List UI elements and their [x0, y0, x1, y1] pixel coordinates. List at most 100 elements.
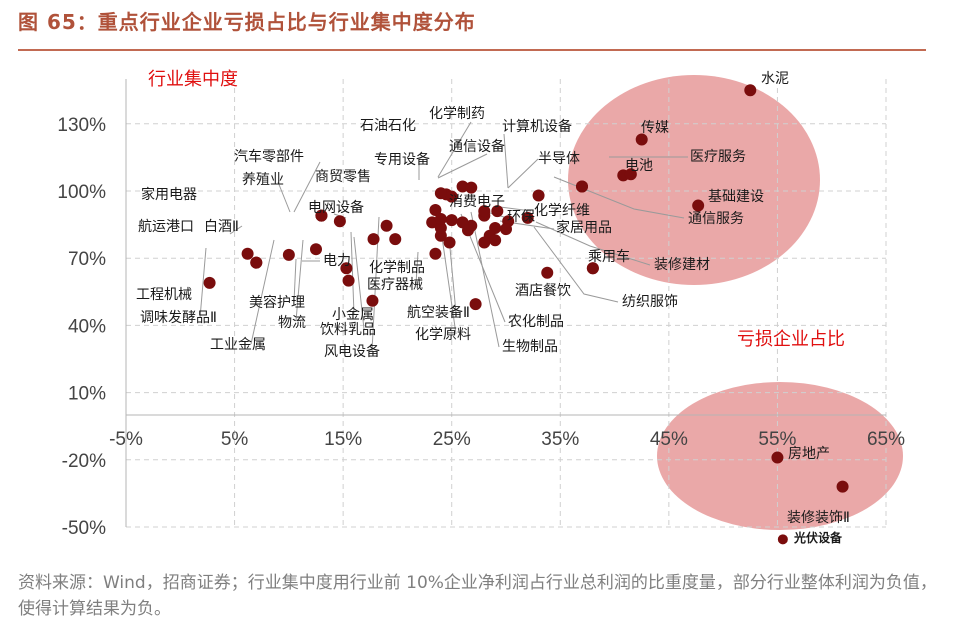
point-label-医疗服务: 医疗服务	[690, 149, 746, 165]
point-label-化学制品: 化学制品	[369, 260, 425, 276]
leader-line-美容护理	[293, 258, 297, 303]
figure-title: 图 65：重点行业企业亏损占比与行业集中度分布	[18, 10, 476, 34]
point-调味发酵品Ⅱ	[250, 256, 263, 269]
point-label-农化制品: 农化制品	[508, 314, 564, 330]
point-label-纺织服饰: 纺织服饰	[622, 294, 678, 310]
point-label-半导体: 半导体	[538, 151, 580, 167]
point-化学原料	[478, 236, 491, 249]
leader-line-装修建材	[535, 221, 651, 266]
leader-line-纺织服饰	[533, 226, 619, 303]
point-label-汽车零部件: 汽车零部件	[234, 148, 304, 165]
point-生物制品	[500, 223, 512, 236]
point-label-乘用车: 乘用车	[588, 248, 630, 265]
point-专用设备	[445, 190, 458, 203]
point-光伏设备	[777, 534, 788, 545]
point-label-小金属: 小金属	[332, 307, 374, 323]
point-label-装修建材: 装修建材	[654, 257, 710, 273]
leader-line-计算机设备	[503, 133, 509, 189]
point-label-生物制品: 生物制品	[502, 339, 558, 355]
x-tick-label: -5%	[109, 429, 143, 450]
point-label-白酒Ⅱ: 白酒Ⅱ	[204, 219, 239, 235]
figure-footnote: 资料来源：Wind，招商证券；行业集中度用行业前 10%企业净利润占行业总利润的…	[18, 573, 937, 619]
title-divider	[18, 49, 926, 51]
point-label-物流: 物流	[278, 315, 306, 331]
point-point	[443, 236, 456, 249]
point-label-电网设备: 电网设备	[308, 199, 364, 216]
scatter-chart: -50% -20% 10% 40% 70% 100% 130% -5% 5% 15% 25% 35% 4…	[57, 69, 905, 545]
point-label-工业金属: 工业金属	[210, 337, 266, 353]
point-计算机设备	[532, 189, 545, 202]
point-label-计算机设备: 计算机设备	[502, 118, 572, 135]
y-tick-label: 100%	[57, 182, 106, 203]
y-tick-label: 10%	[68, 384, 106, 405]
point-label-石油石化: 石油石化	[360, 118, 416, 134]
point-label-家用电器: 家用电器	[141, 186, 197, 203]
point-农化制品	[489, 234, 502, 247]
leader-line-白酒Ⅱ	[229, 225, 243, 235]
point-point	[434, 221, 447, 234]
leader-line-医疗器械	[415, 251, 419, 285]
point-label-通信设备: 通信设备	[449, 138, 505, 155]
point-label-消费电子: 消费电子	[449, 194, 505, 210]
point-label-风电设备: 风电设备	[324, 343, 380, 360]
point-label-饮料乳品: 饮料乳品	[320, 322, 376, 338]
x-tick-label: 25%	[433, 429, 471, 450]
y-tick-label: 40%	[68, 316, 106, 337]
point-通信设备	[465, 181, 478, 194]
point-label-装修装饰Ⅱ: 装修装饰Ⅱ	[787, 510, 850, 526]
point-环保	[521, 211, 534, 224]
leader-line-化学制药	[437, 121, 472, 178]
point-label-房地产: 房地产	[788, 446, 830, 462]
point-小金属	[366, 294, 379, 307]
leader-line-航空装备Ⅱ	[448, 236, 457, 314]
annotation-concentration: 行业集中度	[148, 69, 238, 90]
point-label-电力: 电力	[323, 253, 351, 269]
point-通信服务	[576, 180, 588, 193]
point-化学制品	[429, 247, 442, 260]
y-tick-label: -50%	[62, 518, 106, 539]
point-基础建设	[692, 199, 705, 212]
leader-line-汽车零部件	[293, 161, 321, 213]
point-label-商贸零售: 商贸零售	[315, 169, 371, 185]
point-point	[445, 214, 458, 227]
point-养殖业	[333, 215, 346, 228]
point-label-航运港口: 航运港口	[138, 219, 194, 235]
point-label-医疗器械: 医疗器械	[367, 277, 423, 293]
point-label-基础建设: 基础建设	[708, 188, 764, 205]
point-label-美容护理: 美容护理	[249, 294, 305, 311]
chart-area: -50% -20% 10% 40% 70% 100% 130% -5% 5% 15% 25% 35% 4…	[24, 62, 926, 562]
point-label-航空装备Ⅱ: 航空装备Ⅱ	[407, 304, 470, 321]
point-工程机械	[203, 276, 216, 289]
point-工业金属	[282, 248, 295, 261]
point-水泥	[744, 84, 757, 97]
leader-line-工业金属	[250, 239, 275, 345]
leader-line-生物制品	[470, 211, 500, 348]
point-label-传媒: 传媒	[641, 120, 669, 136]
leader-line-通信设备	[437, 153, 488, 179]
point-label-电池: 电池	[625, 158, 653, 174]
leader-line-化学纤维	[499, 206, 532, 212]
point-label-化学原料: 化学原料	[415, 327, 471, 343]
x-tick-label: 45%	[650, 429, 688, 450]
x-tick-label: 55%	[758, 429, 796, 450]
point-label-化学纤维: 化学纤维	[534, 203, 590, 219]
x-tick-label: 5%	[221, 429, 249, 450]
y-tick-label: -20%	[62, 451, 106, 472]
point-航运港口	[241, 247, 254, 260]
point-医疗服务	[624, 168, 637, 181]
point-point	[491, 205, 504, 218]
x-tick-label: 65%	[867, 429, 905, 450]
leader-line-物流	[295, 239, 304, 322]
point-point	[434, 213, 447, 225]
highlight-ellipse-upper	[568, 75, 820, 285]
point-房地产	[771, 451, 784, 464]
point-饮料乳品	[389, 233, 402, 246]
leader-line-饮料乳品	[353, 236, 365, 330]
point-美容护理	[310, 243, 322, 256]
point-point	[462, 224, 474, 237]
leader-line-半导体	[507, 158, 539, 189]
point-风电设备	[367, 233, 380, 246]
point-label-专用设备: 专用设备	[374, 151, 430, 168]
point-家用电器	[315, 209, 328, 222]
point-电力	[340, 262, 353, 275]
